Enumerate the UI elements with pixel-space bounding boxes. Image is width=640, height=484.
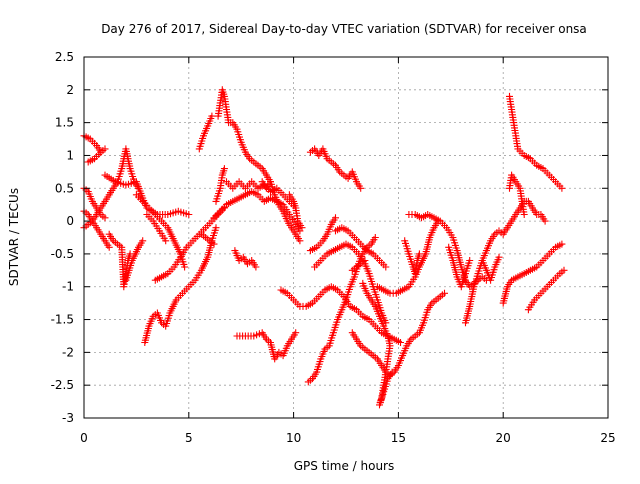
y-tick-label: -1.5 <box>51 313 74 327</box>
x-tick-label: 10 <box>286 431 301 445</box>
data-point <box>210 240 218 248</box>
axis-ticks: 0 5 10 15 20 25 -3 -2.5 -2 -1.5 -1 -0.5 0 0.5 1 1.5 2 2.5 <box>51 50 616 445</box>
plot-border <box>83 56 609 419</box>
data-point <box>388 368 396 376</box>
y-tick-label: 2.5 <box>55 50 74 64</box>
data-point <box>185 211 193 218</box>
data-point <box>541 217 549 225</box>
x-tick-label: 20 <box>496 431 511 445</box>
data-point <box>220 165 228 173</box>
data-point <box>139 237 147 245</box>
data-point <box>495 253 503 261</box>
x-tick-label: 15 <box>391 431 406 445</box>
y-tick-label: -0.5 <box>51 247 74 261</box>
y-tick-label: -2 <box>62 345 74 359</box>
data-point <box>560 266 568 274</box>
data-point <box>292 329 300 337</box>
data-series <box>80 86 568 409</box>
y-tick-label: 1.5 <box>55 116 74 130</box>
data-point <box>162 237 170 245</box>
data-point <box>466 257 474 264</box>
chart-title: Day 276 of 2017, Sidereal Day-to-day VTE… <box>101 22 587 36</box>
data-point <box>415 250 423 258</box>
data-point <box>382 263 390 271</box>
data-point <box>332 214 339 222</box>
y-axis-label: SDTVAR / TECUs <box>7 188 21 286</box>
data-point <box>252 263 260 271</box>
data-point <box>105 243 113 251</box>
x-tick-label: 0 <box>80 431 88 445</box>
data-point <box>296 237 304 245</box>
data-point <box>558 240 566 248</box>
data-point <box>101 145 109 153</box>
data-point <box>267 178 274 186</box>
data-point <box>357 184 365 192</box>
data-point <box>181 263 189 271</box>
data-point <box>520 211 528 218</box>
y-tick-label: -1 <box>62 280 74 294</box>
data-point <box>208 112 216 120</box>
data-point <box>558 184 566 192</box>
x-axis-label: GPS time / hours <box>294 459 395 473</box>
data-point <box>371 234 379 241</box>
data-point <box>212 224 220 232</box>
y-tick-label: 1 <box>66 148 74 162</box>
data-point <box>397 339 404 346</box>
data-point <box>298 224 306 232</box>
y-tick-label: -2.5 <box>51 378 74 392</box>
data-point <box>97 148 105 156</box>
data-point <box>361 257 369 264</box>
y-tick-label: 2 <box>66 83 74 97</box>
data-point <box>101 214 109 222</box>
y-tick-label: -3 <box>62 411 74 425</box>
x-tick-label: 25 <box>600 431 615 445</box>
y-tick-label: 0.5 <box>55 181 74 195</box>
data-point <box>441 289 448 297</box>
y-tick-label: 0 <box>66 214 74 228</box>
x-tick-label: 5 <box>185 431 193 445</box>
